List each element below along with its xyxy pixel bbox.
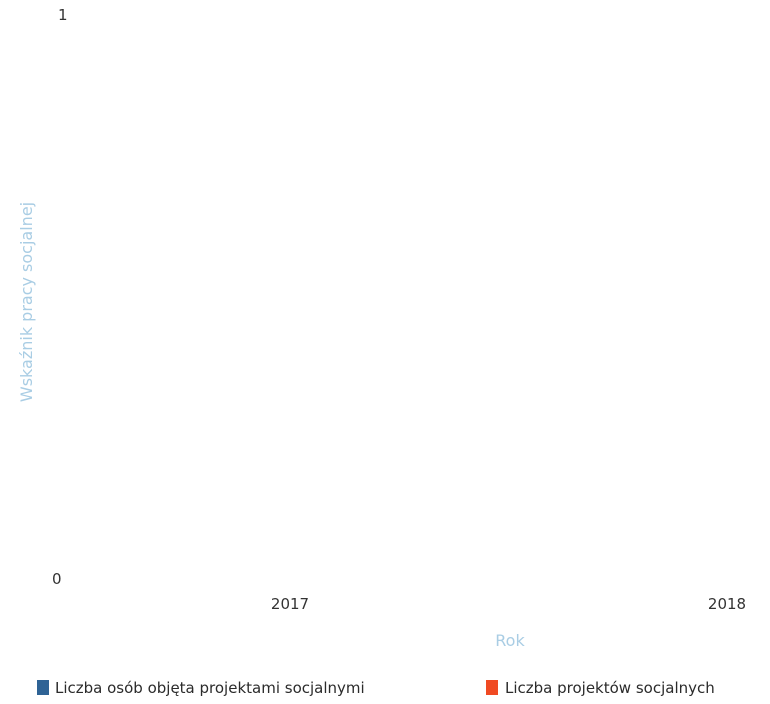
- legend: Liczba osób objęta projektami socjalnymi…: [37, 679, 715, 697]
- legend-item-liczba-osob[interactable]: Liczba osób objęta projektami socjalnymi: [37, 679, 365, 697]
- legend-swatch-liczba-osob: [37, 680, 49, 695]
- x-tick-label-2017: 2017: [271, 595, 309, 613]
- legend-label-liczba-osob: Liczba osób objęta projektami socjalnymi: [55, 679, 365, 697]
- y-axis-title: Wskaźnik pracy socjalnej: [17, 202, 36, 402]
- legend-swatch-liczba-projektow: [486, 680, 498, 695]
- x-tick-label-2018: 2018: [708, 595, 746, 613]
- y-tick-label-top: 1: [58, 6, 68, 24]
- y-tick-label-bottom: 0: [52, 570, 62, 588]
- legend-item-liczba-projektow[interactable]: Liczba projektów socjalnych: [486, 679, 715, 697]
- x-axis-title: Rok: [495, 631, 525, 650]
- legend-label-liczba-projektow: Liczba projektów socjalnych: [505, 679, 715, 697]
